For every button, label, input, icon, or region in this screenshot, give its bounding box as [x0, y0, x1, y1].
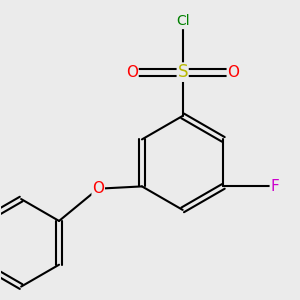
Text: O: O	[126, 64, 138, 80]
Text: F: F	[270, 179, 279, 194]
Text: O: O	[227, 64, 239, 80]
Text: Cl: Cl	[176, 14, 190, 28]
Text: S: S	[177, 63, 188, 81]
Text: O: O	[92, 181, 104, 196]
